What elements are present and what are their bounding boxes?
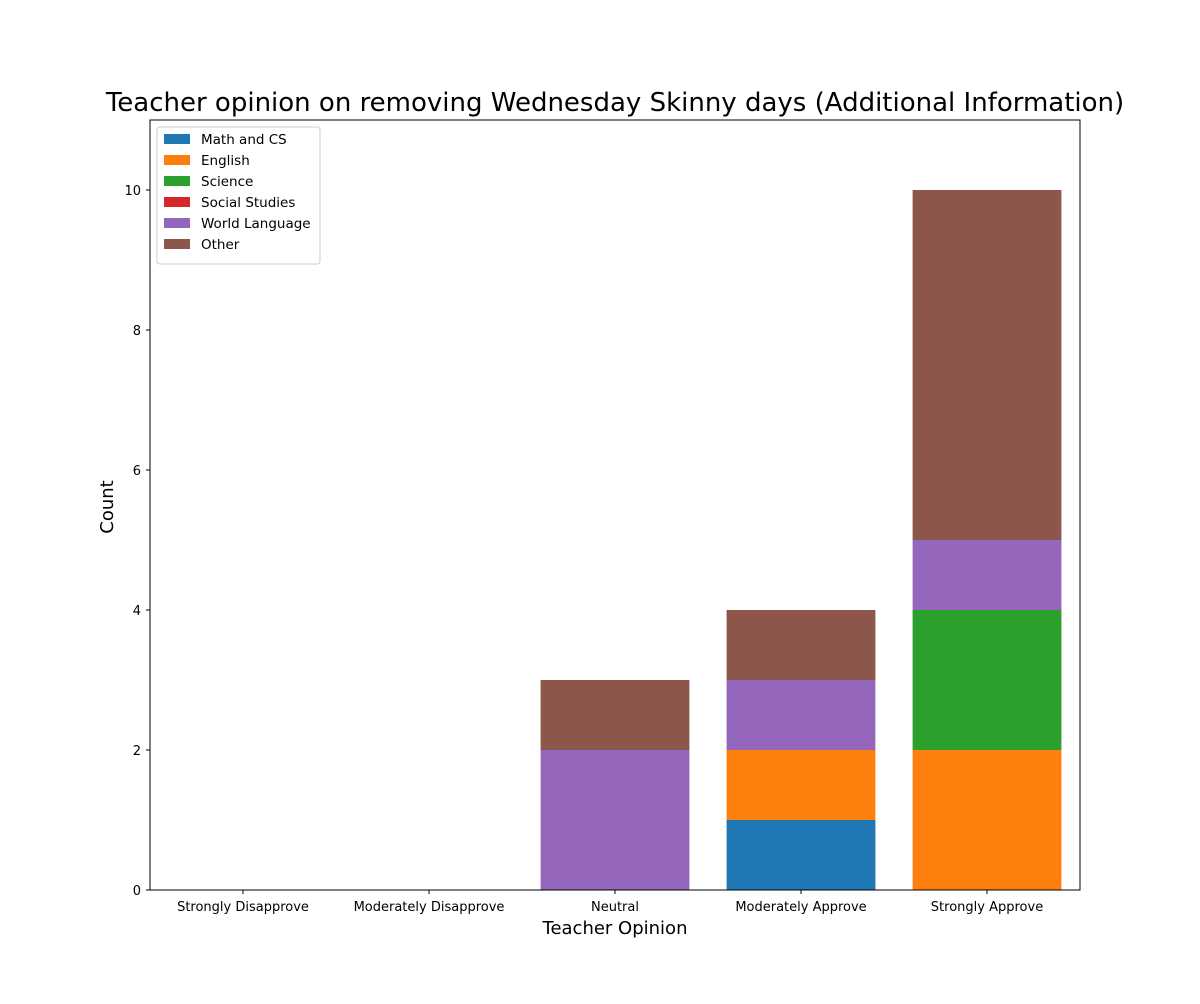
y-tick-label: 0 bbox=[133, 884, 141, 899]
legend-label: English bbox=[201, 153, 250, 169]
y-tick-label: 10 bbox=[124, 184, 141, 199]
legend-swatch bbox=[164, 197, 190, 207]
y-axis: 0 2 4 6 8 10 bbox=[124, 184, 150, 899]
x-tick-label: Strongly Approve bbox=[931, 900, 1043, 915]
legend-swatch bbox=[164, 155, 190, 165]
legend-frame bbox=[156, 126, 321, 265]
bar-segment bbox=[540, 680, 690, 750]
y-tick-label: 2 bbox=[133, 744, 141, 759]
chart-title: Teacher opinion on removing Wednesday Sk… bbox=[105, 88, 1124, 118]
bar-segment bbox=[912, 750, 1062, 890]
bar-segment bbox=[726, 820, 876, 890]
bar-segment bbox=[912, 610, 1062, 750]
x-axis: Strongly Disapprove Moderately Disapprove… bbox=[177, 890, 1043, 915]
legend-label: Social Studies bbox=[201, 195, 295, 211]
legend-swatch bbox=[164, 239, 190, 249]
bar-segment bbox=[912, 540, 1062, 610]
y-tick-label: 4 bbox=[133, 604, 141, 619]
bar-segment bbox=[540, 750, 690, 890]
legend: Math and CS English Science Social Studies W… bbox=[156, 126, 321, 265]
bar-segment bbox=[726, 680, 876, 750]
x-tick-label: Neutral bbox=[591, 900, 639, 915]
legend-swatch bbox=[164, 176, 190, 186]
x-tick-label: Moderately Disapprove bbox=[354, 900, 505, 915]
bar-segment bbox=[726, 750, 876, 820]
legend-label: World Language bbox=[201, 216, 311, 232]
legend-swatch bbox=[164, 218, 190, 228]
bars-layer bbox=[540, 190, 1062, 890]
y-axis-label: Count bbox=[97, 480, 118, 533]
bar-segment bbox=[912, 190, 1062, 540]
legend-label: Science bbox=[201, 174, 253, 190]
legend-label: Other bbox=[201, 237, 240, 253]
x-tick-label: Moderately Approve bbox=[735, 900, 866, 915]
legend-swatch bbox=[164, 134, 190, 144]
y-tick-label: 8 bbox=[133, 324, 141, 339]
x-axis-label: Teacher Opinion bbox=[542, 918, 688, 939]
legend-label: Math and CS bbox=[201, 132, 287, 148]
bar-segment bbox=[726, 610, 876, 680]
y-tick-label: 6 bbox=[133, 464, 141, 479]
x-tick-label: Strongly Disapprove bbox=[177, 900, 309, 915]
